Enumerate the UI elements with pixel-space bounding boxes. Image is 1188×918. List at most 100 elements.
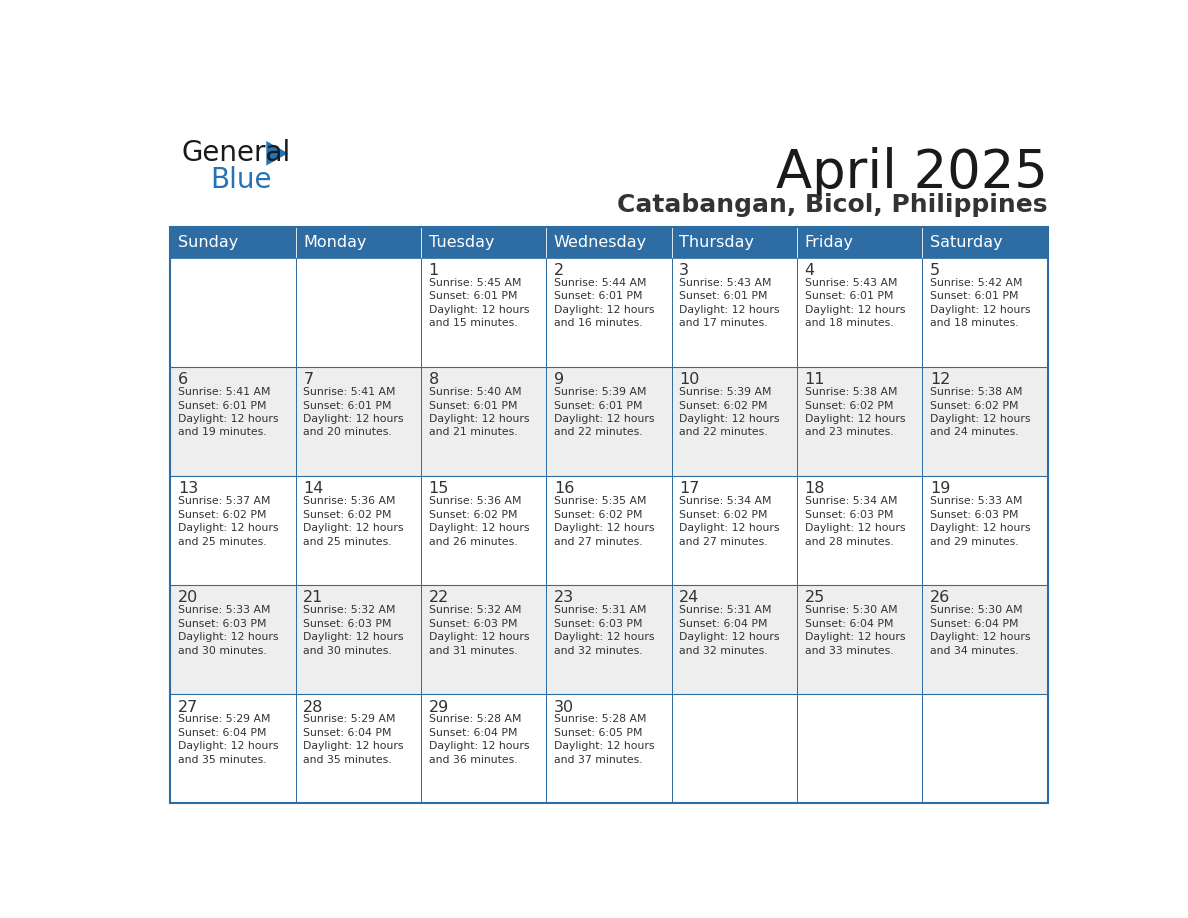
Text: 9: 9	[554, 373, 564, 387]
Text: Daylight: 12 hours: Daylight: 12 hours	[930, 633, 1030, 642]
Text: Sunrise: 5:35 AM: Sunrise: 5:35 AM	[554, 496, 646, 506]
Bar	[170, 258, 296, 367]
Text: Sunset: 6:03 PM: Sunset: 6:03 PM	[554, 619, 643, 629]
Text: Sunrise: 5:31 AM: Sunrise: 5:31 AM	[680, 605, 772, 615]
Text: 2: 2	[554, 263, 564, 278]
Text: and 27 minutes.: and 27 minutes.	[680, 536, 767, 546]
Bar	[296, 367, 421, 476]
Text: Sunset: 6:02 PM: Sunset: 6:02 PM	[680, 400, 767, 410]
Text: General: General	[181, 140, 290, 167]
Text: 28: 28	[303, 700, 323, 714]
Text: Sunset: 6:01 PM: Sunset: 6:01 PM	[804, 292, 893, 301]
Text: and 32 minutes.: and 32 minutes.	[680, 645, 767, 655]
Text: and 19 minutes.: and 19 minutes.	[178, 428, 266, 438]
Text: Sunset: 6:01 PM: Sunset: 6:01 PM	[680, 292, 767, 301]
Text: Sunset: 6:01 PM: Sunset: 6:01 PM	[930, 292, 1018, 301]
Text: Sunset: 6:04 PM: Sunset: 6:04 PM	[680, 619, 767, 629]
Text: 16: 16	[554, 481, 574, 497]
Text: and 29 minutes.: and 29 minutes.	[930, 536, 1018, 546]
Text: Sunrise: 5:40 AM: Sunrise: 5:40 AM	[429, 387, 522, 397]
Bar	[546, 367, 671, 476]
Text: Sunset: 6:02 PM: Sunset: 6:02 PM	[429, 509, 517, 520]
Text: Sunrise: 5:33 AM: Sunrise: 5:33 AM	[930, 496, 1023, 506]
Text: and 30 minutes.: and 30 minutes.	[178, 645, 266, 655]
Text: Sunset: 6:01 PM: Sunset: 6:01 PM	[178, 400, 266, 410]
Bar	[546, 585, 671, 694]
Text: Sunset: 6:03 PM: Sunset: 6:03 PM	[178, 619, 266, 629]
Text: 5: 5	[930, 263, 940, 278]
Text: Sunset: 6:01 PM: Sunset: 6:01 PM	[554, 400, 643, 410]
Bar	[922, 694, 1048, 803]
Text: 14: 14	[303, 481, 323, 497]
Text: 21: 21	[303, 590, 323, 606]
Text: 1: 1	[429, 263, 438, 278]
Bar	[421, 367, 546, 476]
Text: Daylight: 12 hours: Daylight: 12 hours	[554, 633, 655, 642]
Bar	[671, 258, 797, 367]
Text: Daylight: 12 hours: Daylight: 12 hours	[804, 633, 905, 642]
Text: 23: 23	[554, 590, 574, 606]
Text: and 22 minutes.: and 22 minutes.	[680, 428, 767, 438]
Text: and 35 minutes.: and 35 minutes.	[178, 755, 266, 765]
Text: Sunset: 6:04 PM: Sunset: 6:04 PM	[303, 728, 392, 738]
Text: and 30 minutes.: and 30 minutes.	[303, 645, 392, 655]
Text: April 2025: April 2025	[776, 147, 1048, 199]
Bar	[671, 585, 797, 694]
Text: and 17 minutes.: and 17 minutes.	[680, 319, 767, 329]
Text: 8: 8	[429, 373, 438, 387]
Text: Daylight: 12 hours: Daylight: 12 hours	[680, 633, 779, 642]
Text: Daylight: 12 hours: Daylight: 12 hours	[804, 523, 905, 533]
Text: 12: 12	[930, 373, 950, 387]
Text: 7: 7	[303, 373, 314, 387]
Text: Sunrise: 5:29 AM: Sunrise: 5:29 AM	[178, 714, 271, 724]
Bar	[797, 476, 922, 585]
Text: Sunrise: 5:32 AM: Sunrise: 5:32 AM	[429, 605, 522, 615]
Text: Blue: Blue	[210, 165, 272, 194]
Text: Sunrise: 5:41 AM: Sunrise: 5:41 AM	[178, 387, 271, 397]
Text: Sunset: 6:01 PM: Sunset: 6:01 PM	[303, 400, 392, 410]
Bar	[170, 585, 296, 694]
Text: Sunrise: 5:38 AM: Sunrise: 5:38 AM	[930, 387, 1023, 397]
Text: Daylight: 12 hours: Daylight: 12 hours	[554, 741, 655, 751]
Text: Sunrise: 5:28 AM: Sunrise: 5:28 AM	[554, 714, 646, 724]
Text: Daylight: 12 hours: Daylight: 12 hours	[178, 633, 278, 642]
Text: and 25 minutes.: and 25 minutes.	[303, 536, 392, 546]
Text: Sunrise: 5:34 AM: Sunrise: 5:34 AM	[680, 496, 772, 506]
Text: Daylight: 12 hours: Daylight: 12 hours	[554, 305, 655, 315]
Text: Sunrise: 5:31 AM: Sunrise: 5:31 AM	[554, 605, 646, 615]
Text: and 24 minutes.: and 24 minutes.	[930, 428, 1018, 438]
Text: 6: 6	[178, 373, 188, 387]
Polygon shape	[266, 141, 287, 165]
Text: Daylight: 12 hours: Daylight: 12 hours	[429, 633, 529, 642]
Bar	[421, 227, 546, 258]
Bar	[922, 585, 1048, 694]
Text: 13: 13	[178, 481, 198, 497]
Text: Sunrise: 5:41 AM: Sunrise: 5:41 AM	[303, 387, 396, 397]
Text: Sunrise: 5:39 AM: Sunrise: 5:39 AM	[680, 387, 772, 397]
Text: Sunrise: 5:43 AM: Sunrise: 5:43 AM	[680, 278, 772, 288]
Text: and 31 minutes.: and 31 minutes.	[429, 645, 517, 655]
Bar	[170, 227, 1048, 229]
Text: Daylight: 12 hours: Daylight: 12 hours	[680, 414, 779, 424]
Bar	[546, 694, 671, 803]
Text: Sunrise: 5:33 AM: Sunrise: 5:33 AM	[178, 605, 271, 615]
Text: Daylight: 12 hours: Daylight: 12 hours	[178, 414, 278, 424]
Text: and 37 minutes.: and 37 minutes.	[554, 755, 643, 765]
Bar	[797, 227, 922, 258]
Bar	[296, 694, 421, 803]
Text: and 32 minutes.: and 32 minutes.	[554, 645, 643, 655]
Bar	[671, 694, 797, 803]
Bar	[797, 694, 922, 803]
Bar	[170, 694, 296, 803]
Bar	[797, 367, 922, 476]
Text: Daylight: 12 hours: Daylight: 12 hours	[303, 414, 404, 424]
Text: 20: 20	[178, 590, 198, 606]
Text: Sunset: 6:02 PM: Sunset: 6:02 PM	[804, 400, 893, 410]
Text: 11: 11	[804, 373, 826, 387]
Bar	[546, 227, 671, 258]
Text: Sunset: 6:01 PM: Sunset: 6:01 PM	[429, 400, 517, 410]
Text: Sunrise: 5:30 AM: Sunrise: 5:30 AM	[930, 605, 1023, 615]
Text: Sunday: Sunday	[178, 235, 239, 250]
Text: 24: 24	[680, 590, 700, 606]
Text: Daylight: 12 hours: Daylight: 12 hours	[178, 523, 278, 533]
